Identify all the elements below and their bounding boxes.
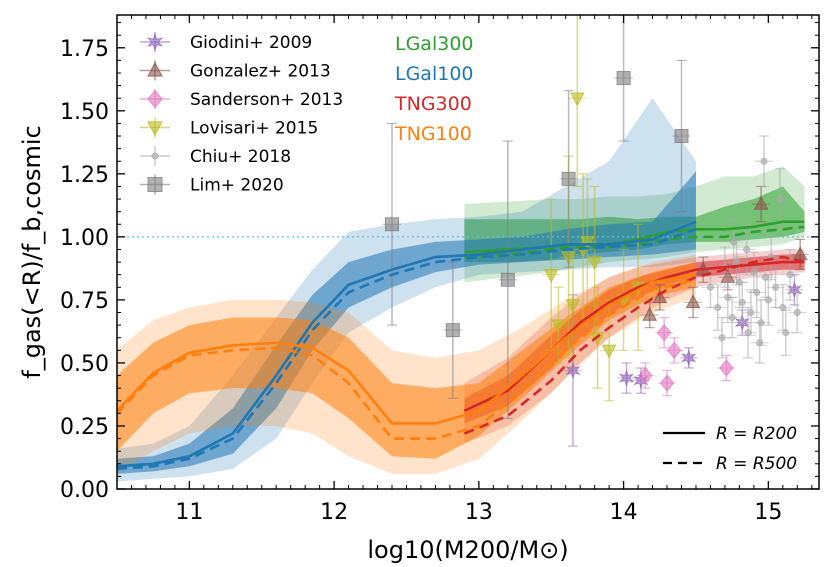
chiu-2018-point <box>728 314 736 322</box>
lovisari-2015-legend-marker <box>147 121 163 137</box>
giodini-2009-point <box>681 349 697 367</box>
x-tick-label: 14 <box>610 500 638 525</box>
y-tick-label: 1.25 <box>60 163 109 188</box>
x-axis-title: log10(M200/M⊙) <box>367 536 568 564</box>
chiu-2018-point <box>772 283 780 291</box>
gonzalez-2013-point <box>652 289 668 304</box>
lovisari-2015-point <box>551 319 566 334</box>
chiu-2018-point <box>750 268 758 276</box>
chiu-2018-point <box>764 296 772 304</box>
chiu-2018-point <box>714 303 722 311</box>
lgal300-r500-line <box>464 225 805 259</box>
tng100-r200-line <box>117 273 697 425</box>
y-tick-label: 1.00 <box>60 226 109 251</box>
y-tick-label: 0.25 <box>60 415 109 440</box>
chiu-2018-point <box>753 288 761 296</box>
lovisari-2015-point <box>543 268 559 283</box>
chiu-2018-point <box>744 329 752 337</box>
y-tick-label: 0.00 <box>60 478 109 503</box>
chiu-2018-point <box>793 309 801 317</box>
y-tick-label: 0.50 <box>60 352 109 377</box>
chiu-2018-point <box>706 283 714 291</box>
sim-label-tng100: TNG100 <box>394 123 472 145</box>
lim-2020-point <box>561 171 576 186</box>
chiu-2018-point <box>743 245 751 253</box>
legend-label-chiu-2018: Chiu+ 2018 <box>190 147 291 167</box>
x-tick-label: 13 <box>465 500 493 525</box>
y-tick-label: 1.50 <box>60 100 109 125</box>
gonzalez-2013-point <box>753 195 769 210</box>
y-axis-title: f_gas(<R)/f_b,cosmic <box>18 125 46 378</box>
legend-label-lovisari-2015: Lovisari+ 2015 <box>190 119 318 139</box>
gonzalez-2013-legend-marker <box>147 61 163 77</box>
sanderson-2013-point <box>656 324 672 342</box>
lgal100-r500-line <box>117 228 697 471</box>
plot-frame <box>116 14 820 490</box>
chiu-2018-point <box>738 298 746 306</box>
lim-2020-point <box>674 129 689 144</box>
lovisari-2015-point <box>569 92 585 107</box>
sim-label-tng300: TNG300 <box>394 93 472 115</box>
lovisari-2015-point <box>601 344 617 359</box>
x-tick-label: 15 <box>754 500 782 525</box>
x-tick-label: 11 <box>175 500 203 525</box>
y-tick-label: 0.75 <box>60 289 109 314</box>
chiu-2018-point <box>786 271 794 279</box>
chiu-2018-point <box>782 329 790 337</box>
chiu-2018-point <box>747 309 755 317</box>
lim-2020-point <box>385 217 400 232</box>
legend-label-gonzalez-2013: Gonzalez+ 2013 <box>190 62 331 82</box>
sanderson-2013-point <box>638 366 653 385</box>
sanderson-2013-point <box>659 374 675 392</box>
lovisari-2015-point <box>587 256 602 271</box>
gonzalez-2013-point <box>685 294 701 309</box>
sanderson-2013-point <box>719 359 734 377</box>
lim-2020-point <box>445 323 460 338</box>
gonzalez-2013-point <box>792 246 808 261</box>
sanderson-2013-legend-marker <box>147 89 163 109</box>
x-tick-label: 12 <box>320 500 348 525</box>
lim-2020-point <box>616 71 631 86</box>
lim-2020-point <box>500 272 515 287</box>
lim-2020-legend-marker <box>147 177 163 192</box>
sim-label-lgal300: LGal300 <box>395 33 474 55</box>
giodini-2009-point <box>618 369 635 387</box>
legend-label-giodini-2009: Giodini+ 2009 <box>190 33 312 53</box>
chiu-2018-point <box>776 195 784 203</box>
giodini-2009-point <box>565 361 581 380</box>
chiu-2018-point <box>760 157 768 165</box>
lgal100-r200-line <box>117 220 697 468</box>
lovisari-2015-point <box>565 299 581 314</box>
tng300-r500-line <box>463 255 805 435</box>
giodini-2009-legend-marker <box>146 32 164 52</box>
legend-label-sanderson-2013: Sanderson+ 2013 <box>190 90 343 110</box>
chiu-2018-point <box>718 334 726 342</box>
linestyle-solid-label: R = R200 <box>716 424 797 444</box>
chiu-2018-point <box>730 238 738 246</box>
gonzalez-2013-point <box>642 306 657 321</box>
chiu-2018-point <box>756 339 764 347</box>
sim-label-lgal100: LGal100 <box>395 63 474 85</box>
legend-label-lim-2020: Lim+ 2020 <box>190 176 284 196</box>
lovisari-2015-point <box>580 236 595 251</box>
linestyle-dashed-label: R = R500 <box>716 454 797 474</box>
sanderson-2013-point <box>667 341 682 359</box>
y-tick-label: 1.75 <box>60 37 109 62</box>
giodini-2009-point <box>786 281 803 299</box>
chiu-2018-legend-marker <box>151 152 159 160</box>
